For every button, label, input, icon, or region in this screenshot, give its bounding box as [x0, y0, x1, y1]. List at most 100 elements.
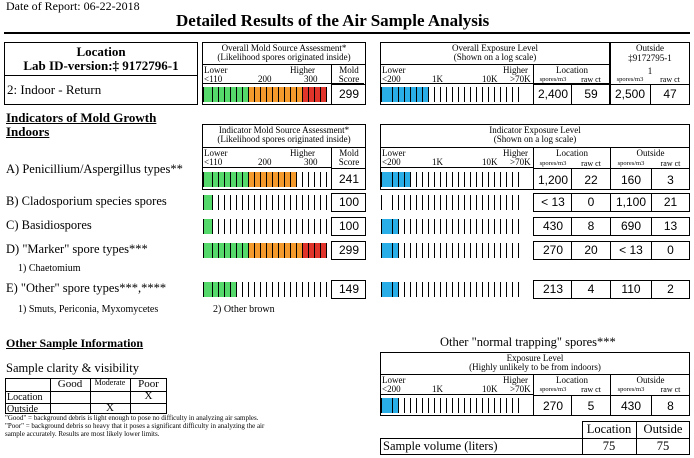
bar-segment	[465, 195, 471, 210]
normal-out-raw-label: raw ct	[660, 385, 681, 394]
tick-underline	[202, 83, 364, 84]
bar-segment	[303, 282, 309, 297]
bar-segment	[279, 87, 285, 102]
bar-segment	[261, 282, 267, 297]
bar-segment	[237, 243, 243, 258]
bar-segment	[225, 243, 231, 258]
ind-tick-10k: 10K	[482, 157, 498, 167]
bar-segment	[393, 219, 399, 234]
bar-segment	[489, 243, 495, 258]
row-c-values-box	[533, 217, 690, 236]
row-e-loc-raw: 4	[587, 282, 595, 296]
bar-segment	[297, 195, 303, 210]
bar-segment	[471, 282, 477, 297]
clarity-col-2	[90, 378, 91, 414]
bar-segment	[507, 172, 513, 187]
bar-segment	[267, 243, 273, 258]
bar-segment	[429, 282, 435, 297]
bar-segment	[489, 195, 495, 210]
bar-segment	[219, 243, 225, 258]
indicator-mold-subtitle: (Likelihood spores originated inside)	[217, 134, 351, 144]
bar-segment	[231, 282, 237, 297]
indicators-heading: Indicators of Mold Growth	[6, 110, 157, 125]
clarity-outside: Outside	[7, 404, 39, 415]
overall-exposure-bar	[381, 87, 519, 102]
row-a-exposure-bar	[381, 172, 519, 187]
row-d-out-split	[651, 241, 652, 260]
bar-segment	[483, 172, 489, 187]
bar-segment	[203, 87, 213, 102]
bar-segment	[495, 172, 501, 187]
bar-segment	[279, 243, 285, 258]
ind-header-rule	[533, 168, 690, 169]
row-d-loc-split	[571, 241, 572, 260]
bar-segment	[213, 219, 219, 234]
higher-label: Higher	[290, 65, 315, 75]
bar-segment	[393, 172, 399, 187]
bar-segment	[267, 195, 273, 210]
bar-segment	[471, 398, 477, 413]
bar-segment	[261, 172, 267, 187]
bar-segment	[447, 87, 453, 102]
bar-segment	[429, 243, 435, 258]
row-b-out-split	[651, 193, 652, 212]
ind-tick-1k: 1K	[432, 157, 443, 167]
bar-segment	[459, 172, 465, 187]
bar-segment	[231, 195, 237, 210]
bar-segment	[423, 172, 429, 187]
bar-segment	[447, 243, 453, 258]
bar-segment	[477, 243, 483, 258]
bar-segment	[495, 398, 501, 413]
overall-score: 299	[338, 87, 360, 101]
mold-label: Mold	[339, 65, 359, 75]
raw-ct-label: raw ct	[581, 75, 601, 84]
bar-segment	[489, 398, 495, 413]
bar-segment	[441, 243, 447, 258]
tick-200: 200	[258, 74, 272, 84]
bar-segment	[513, 243, 519, 258]
ind-tick-underline	[202, 167, 331, 168]
bar-segment	[441, 219, 447, 234]
row-a-loc-spores: 1,200	[537, 173, 569, 187]
ind-loc-split	[571, 168, 572, 190]
bar-segment	[501, 282, 507, 297]
row-d-out-raw: 0	[667, 243, 674, 257]
clarity-location: Location	[7, 392, 43, 403]
bar-segment	[213, 282, 219, 297]
clarity-col-1	[50, 378, 51, 414]
row-c-mold-bar	[203, 219, 327, 234]
bar-segment	[495, 87, 501, 102]
bar-segment	[489, 87, 495, 102]
bar-segment	[321, 195, 327, 210]
tick-70k: >70K	[510, 74, 531, 84]
row-e-score-box	[331, 280, 366, 299]
bar-segment	[267, 87, 273, 102]
row-b-label: B) Cladosporium species spores	[6, 194, 167, 208]
bar-segment	[429, 87, 435, 102]
bar-segment	[423, 219, 429, 234]
row-a-mold-bar	[203, 172, 327, 187]
spores-m3-label: spores/m3	[539, 76, 567, 83]
normal-out-spores-label: spores/m3	[617, 386, 645, 393]
tick-10k: 10K	[482, 74, 498, 84]
row-d-label: D) "Marker" spore types***	[6, 242, 148, 256]
bar-segment	[255, 243, 261, 258]
row-e-values-box	[533, 280, 690, 299]
overall-exposure-divider	[380, 64, 610, 65]
bar-segment	[435, 243, 441, 258]
clarity-poor: Poor	[138, 378, 159, 390]
bar-segment	[255, 195, 261, 210]
bar-segment	[261, 243, 267, 258]
bar-segment	[477, 219, 483, 234]
exp-higher: Higher	[503, 65, 528, 75]
bar-segment	[507, 243, 513, 258]
bar-segment	[309, 195, 315, 210]
bar-segment	[249, 195, 255, 210]
bar-segment	[429, 195, 435, 210]
volume-outside-label: Outside	[643, 422, 683, 436]
bar-segment	[405, 87, 411, 102]
bar-segment	[309, 87, 315, 102]
bar-segment	[399, 398, 405, 413]
tick-300: 300	[304, 74, 318, 84]
row-b-score-box	[331, 193, 366, 212]
